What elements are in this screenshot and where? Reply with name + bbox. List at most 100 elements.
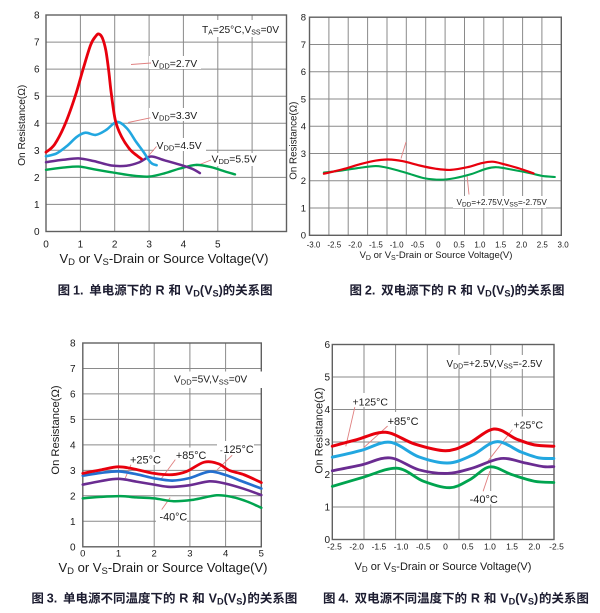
svg-text:+125°C: +125°C [353, 397, 389, 409]
svg-text:1: 1 [70, 517, 76, 528]
svg-text:-1.5: -1.5 [369, 241, 383, 250]
svg-text:4: 4 [181, 240, 187, 251]
svg-text:6: 6 [324, 340, 330, 351]
svg-text:R: R [156, 284, 165, 298]
svg-text:1.0: 1.0 [474, 241, 486, 250]
svg-text:R: R [179, 592, 188, 606]
svg-text:R: R [447, 284, 456, 298]
svg-text:-2.5: -2.5 [327, 542, 342, 552]
svg-text:VD or VS-Drain or Source Volta: VD or VS-Drain or Source Voltage(V) [58, 560, 267, 577]
svg-text:8: 8 [301, 13, 306, 24]
svg-text:VDD=3.3V: VDD=3.3V [152, 111, 197, 123]
svg-text:1: 1 [301, 203, 306, 214]
svg-text:On Resistance(Ω): On Resistance(Ω) [313, 388, 325, 474]
svg-text:1.5: 1.5 [495, 241, 507, 250]
svg-text:-1.0: -1.0 [394, 542, 409, 552]
svg-text:-40°C: -40°C [470, 494, 498, 506]
svg-text:4: 4 [301, 122, 306, 133]
svg-text:+85°C: +85°C [176, 450, 207, 462]
svg-text:7: 7 [70, 364, 76, 375]
svg-text:3.: 3. [47, 592, 58, 606]
svg-text:6: 6 [301, 67, 306, 78]
svg-text:-1.0: -1.0 [390, 241, 404, 250]
svg-text:On Resistance(Ω): On Resistance(Ω) [50, 385, 62, 474]
svg-text:-2.0: -2.0 [349, 542, 364, 552]
svg-text:TA=25°C,VSS=0V: TA=25°C,VSS=0V [202, 25, 279, 37]
svg-text:+25°C: +25°C [130, 455, 161, 467]
svg-text:2.: 2. [365, 284, 376, 298]
svg-text:2: 2 [301, 176, 306, 187]
svg-text:-2.0: -2.0 [348, 241, 362, 250]
svg-text:0: 0 [301, 231, 306, 242]
svg-text:-0.5: -0.5 [416, 542, 431, 552]
svg-text:-1.5: -1.5 [372, 542, 387, 552]
svg-text:VD or VS-Drain or Source Volta: VD or VS-Drain or Source Voltage(V) [360, 250, 513, 262]
svg-text:-0.5: -0.5 [411, 241, 425, 250]
svg-text:7: 7 [301, 40, 306, 51]
svg-text:VD(VS): VD(VS) [185, 284, 223, 299]
svg-text:-40°C: -40°C [160, 512, 188, 524]
svg-text:VDD=5.5V: VDD=5.5V [212, 155, 257, 167]
svg-text:VD(VS): VD(VS) [209, 592, 247, 607]
svg-text:3.0: 3.0 [558, 241, 570, 250]
svg-text:4: 4 [70, 440, 76, 451]
svg-text:4: 4 [223, 549, 228, 560]
svg-text:VDD=+2.5V,VSS=-2.5V: VDD=+2.5V,VSS=-2.5V [447, 359, 543, 371]
svg-text:0: 0 [436, 241, 441, 250]
svg-text:VDD=5V,VSS=0V: VDD=5V,VSS=0V [174, 375, 247, 387]
svg-text:6: 6 [34, 65, 40, 76]
svg-text:2: 2 [152, 549, 157, 560]
svg-text:4: 4 [34, 119, 40, 130]
svg-text:5: 5 [324, 373, 330, 384]
svg-text:On Resistance(Ω): On Resistance(Ω) [17, 85, 28, 166]
svg-text:1.: 1. [73, 284, 84, 298]
svg-text:5: 5 [34, 92, 40, 103]
svg-text:-3.0: -3.0 [307, 241, 321, 250]
svg-text:5: 5 [70, 415, 76, 426]
svg-text:2: 2 [112, 240, 118, 251]
svg-text:1: 1 [116, 549, 121, 560]
svg-text:VDD=+2.75V,VSS=-2.75V: VDD=+2.75V,VSS=-2.75V [457, 198, 548, 208]
svg-text:VD or VS-Drain or Source Volta: VD or VS-Drain or Source Voltage(V) [355, 561, 532, 574]
svg-text:VDD=4.5V: VDD=4.5V [157, 141, 202, 153]
svg-text:VD or VS-Drain or Source Volta: VD or VS-Drain or Source Voltage(V) [59, 251, 268, 268]
svg-text:-2.5: -2.5 [327, 241, 341, 250]
svg-text:2.0: 2.0 [528, 542, 540, 552]
svg-text:5: 5 [215, 240, 221, 251]
svg-text:1: 1 [34, 200, 40, 211]
svg-text:2.0: 2.0 [516, 241, 528, 250]
svg-text:2: 2 [324, 470, 330, 481]
svg-text:5: 5 [301, 94, 306, 105]
svg-text:1: 1 [324, 503, 330, 514]
svg-text:1.0: 1.0 [484, 542, 496, 552]
svg-text:7: 7 [34, 38, 40, 49]
svg-text:0.5: 0.5 [454, 241, 466, 250]
svg-text:VD(VS): VD(VS) [500, 592, 538, 607]
svg-text:5: 5 [259, 549, 264, 560]
svg-text:2.5: 2.5 [537, 241, 549, 250]
svg-text:+25°C: +25°C [514, 419, 544, 431]
svg-text:0: 0 [34, 227, 40, 238]
svg-text:3: 3 [301, 149, 306, 160]
svg-text:VD(VS): VD(VS) [477, 284, 515, 299]
svg-text:8: 8 [34, 11, 40, 22]
svg-text:0: 0 [443, 542, 448, 552]
svg-text:1: 1 [78, 240, 84, 251]
svg-text:8: 8 [70, 339, 76, 350]
svg-text:0: 0 [43, 240, 49, 251]
svg-text:On Resistance(Ω): On Resistance(Ω) [289, 102, 300, 180]
svg-text:1.5: 1.5 [506, 542, 518, 552]
svg-text:3: 3 [187, 549, 192, 560]
svg-text:0: 0 [324, 535, 330, 546]
svg-text:4: 4 [324, 405, 330, 416]
svg-text:3: 3 [70, 466, 76, 477]
svg-text:2: 2 [70, 491, 76, 502]
svg-text:+85°C: +85°C [388, 416, 419, 428]
svg-text:0: 0 [80, 549, 85, 560]
svg-text:4.: 4. [338, 592, 349, 606]
svg-text:VDD=2.7V: VDD=2.7V [152, 59, 197, 71]
svg-text:0: 0 [70, 542, 76, 553]
svg-text:125°C: 125°C [224, 444, 254, 456]
svg-text:-2.5: -2.5 [549, 542, 564, 552]
svg-text:2: 2 [34, 173, 40, 184]
